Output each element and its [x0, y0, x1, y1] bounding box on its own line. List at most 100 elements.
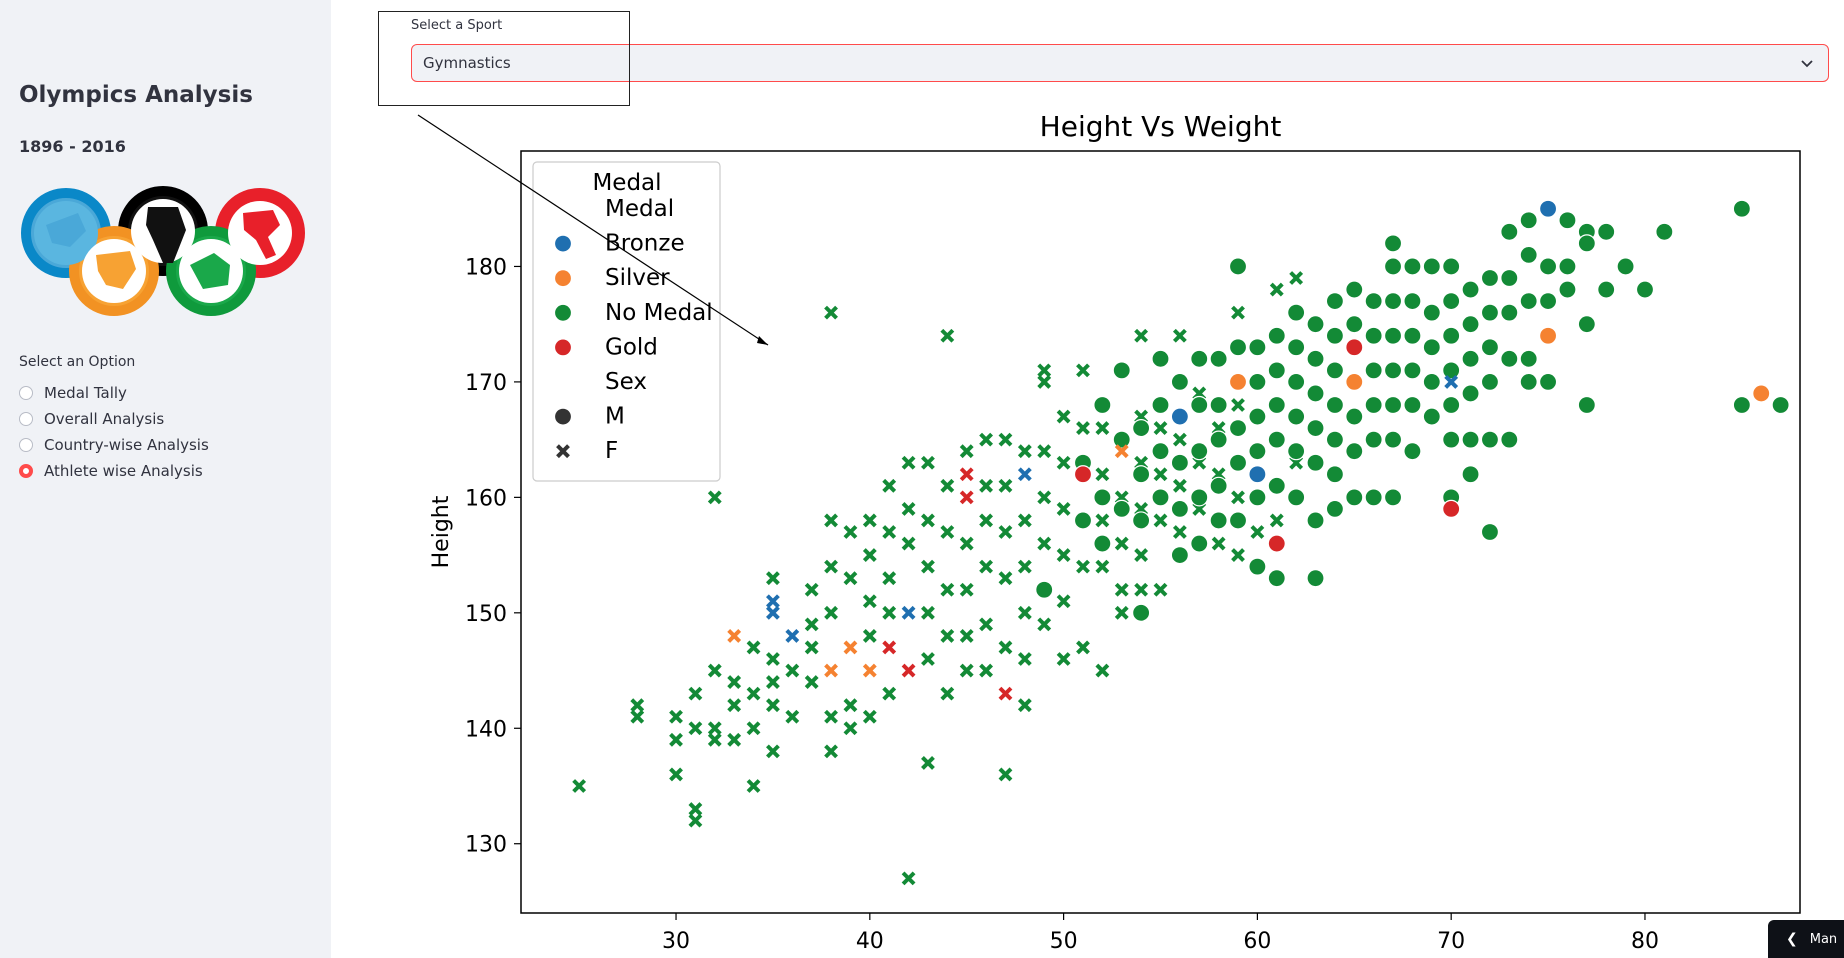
data-point: [1538, 257, 1558, 276]
data-point: [1345, 372, 1364, 392]
y-tick-label: 160: [465, 486, 507, 511]
radio-circle-icon: [19, 412, 33, 426]
radio-option[interactable]: Medal Tally: [19, 380, 209, 406]
data-point: [1480, 430, 1500, 449]
data-point: [1364, 488, 1383, 507]
data-point: [1132, 603, 1151, 622]
data-point: [959, 444, 974, 459]
data-point: [1035, 580, 1054, 599]
data-point: [1209, 349, 1228, 368]
data-point: [1017, 605, 1032, 620]
data-point: [1383, 430, 1403, 449]
data-point: [1345, 407, 1364, 426]
data-point: [1095, 663, 1110, 678]
data-point: [1093, 395, 1112, 415]
data-point: [998, 478, 1013, 493]
legend-marker: [553, 234, 573, 253]
data-point: [1151, 349, 1170, 368]
data-point: [824, 305, 838, 320]
data-point: [669, 709, 683, 724]
data-point: [1480, 522, 1500, 542]
data-point: [1017, 652, 1032, 666]
data-point: [901, 455, 916, 470]
data-point: [688, 813, 703, 828]
sport-select[interactable]: Gymnastics: [411, 44, 1829, 82]
data-point: [1577, 395, 1596, 415]
data-point: [630, 698, 645, 713]
data-point: [921, 455, 935, 470]
data-point: [1172, 478, 1187, 493]
data-point: [1017, 559, 1032, 574]
data-point: [1114, 582, 1129, 597]
radio-option[interactable]: Country-wise Analysis: [19, 432, 209, 458]
data-point: [1056, 501, 1071, 516]
annotation-arrow: [417, 114, 769, 346]
data-point: [1480, 338, 1500, 357]
data-point: [1500, 222, 1519, 241]
data-point: [746, 721, 761, 736]
data-point: [862, 513, 877, 528]
data-point: [1170, 499, 1189, 519]
data-point: [959, 663, 974, 678]
data-point: [1325, 499, 1345, 519]
data-point: [1422, 257, 1441, 276]
data-point: [1248, 338, 1267, 357]
radio-option[interactable]: Athlete wise Analysis: [19, 458, 209, 484]
data-point: [1114, 605, 1129, 620]
data-point: [824, 559, 838, 574]
data-point: [1480, 303, 1500, 322]
data-point: [1461, 384, 1480, 403]
data-point: [979, 559, 994, 574]
chevron-down-icon: [1801, 60, 1813, 68]
data-point: [1287, 442, 1306, 461]
data-point: [1153, 467, 1168, 482]
data-point: [824, 513, 838, 528]
data-point: [1442, 395, 1461, 415]
data-point: [921, 755, 935, 770]
data-point: [1422, 338, 1441, 357]
data-point: [1170, 453, 1189, 472]
data-point: [921, 652, 935, 666]
data-point: [1076, 421, 1090, 436]
data-point: [766, 675, 780, 690]
data-point: [1655, 222, 1674, 241]
data-point: [843, 525, 858, 539]
data-point: [1538, 326, 1558, 345]
data-point: [1635, 280, 1655, 299]
data-point: [1134, 582, 1149, 597]
radio-option[interactable]: Overall Analysis: [19, 406, 209, 432]
data-point: [1073, 511, 1093, 530]
annotation-box: [378, 11, 630, 106]
data-point: [688, 802, 703, 817]
data-point: [1442, 361, 1461, 380]
legend-marker: [553, 269, 573, 288]
data-point: [1209, 476, 1228, 495]
data-point: [1228, 372, 1248, 392]
option-radio-group: Medal Tally Overall Analysis Country-wise …: [19, 380, 209, 484]
data-point: [1228, 453, 1248, 472]
data-point: [1422, 303, 1441, 322]
data-point: [1037, 617, 1052, 632]
data-point: [1231, 490, 1245, 505]
data-point: [1597, 280, 1616, 299]
data-point: [727, 698, 742, 713]
data-point: [1403, 395, 1422, 415]
data-point: [1267, 395, 1286, 415]
manage-app-button[interactable]: ❮ Man: [1768, 920, 1844, 958]
data-point: [901, 501, 916, 516]
data-point: [1190, 349, 1209, 368]
data-point: [1056, 652, 1071, 666]
data-point: [746, 686, 761, 701]
legend-entry-label: No Medal: [605, 300, 713, 326]
data-point: [979, 663, 994, 678]
data-point: [1190, 534, 1209, 553]
radio-option-label: Country-wise Analysis: [44, 436, 209, 454]
data-point: [804, 617, 819, 632]
data-point: [1480, 268, 1500, 288]
data-point: [1306, 315, 1325, 334]
legend-entry-label: Silver: [605, 265, 670, 291]
data-point: [940, 582, 955, 597]
data-point: [1444, 374, 1459, 389]
x-tick-label: 30: [662, 929, 690, 954]
data-point: [707, 663, 722, 678]
